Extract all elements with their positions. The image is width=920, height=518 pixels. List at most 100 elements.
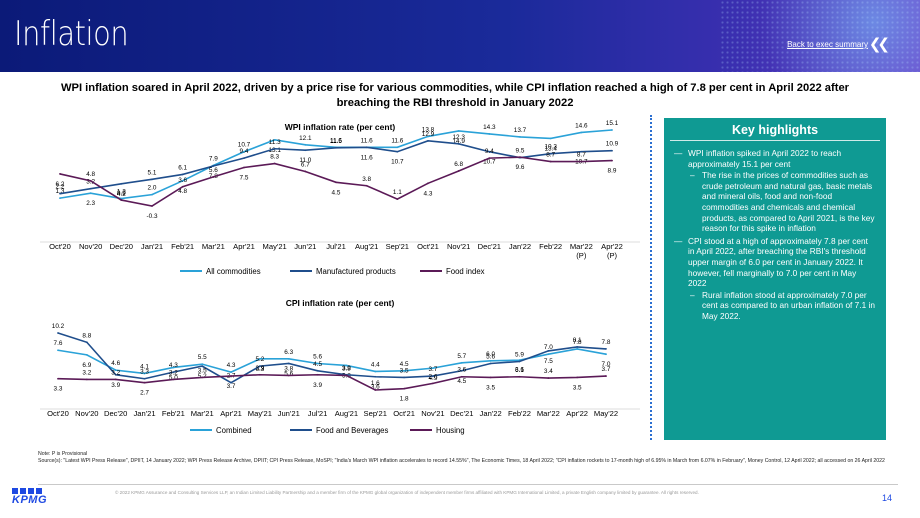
data-point [427, 135, 429, 138]
data-label: 8.3 [270, 154, 279, 161]
data-label: 3.9 [313, 382, 322, 389]
data-label: 2.7 [140, 390, 149, 397]
legend-label: Manufactured products [316, 267, 396, 276]
data-point [547, 349, 550, 352]
x-tick-label: Mar'21 [202, 242, 225, 251]
data-point [273, 138, 276, 141]
data-label: 4.6 [111, 360, 120, 367]
x-tick-label: Jan'21 [141, 242, 163, 251]
data-point [580, 131, 583, 134]
kpmg-logo: KPMG [12, 494, 47, 506]
data-label: 13.4 [544, 145, 557, 152]
footer-divider [38, 484, 898, 485]
x-tick-label: Mar'21 [191, 409, 214, 418]
data-point [374, 370, 377, 373]
x-tick-label: May'21 [263, 242, 287, 251]
data-point [59, 197, 61, 200]
page-number: 14 [881, 493, 892, 503]
data-label: 9.6 [516, 164, 525, 171]
data-label: 2.6 [429, 373, 438, 380]
data-point [576, 346, 579, 348]
data-point [374, 375, 377, 378]
data-label: 12.1 [299, 135, 312, 142]
data-point [57, 332, 59, 334]
data-label: 5.6 [209, 167, 218, 174]
back-to-exec-summary-link[interactable]: Back to exec summary [787, 40, 868, 49]
data-point [427, 139, 429, 142]
data-label: 5.7 [457, 353, 466, 360]
x-tick-label: Oct'20 [49, 242, 71, 251]
double-chevron-left-icon[interactable]: ❮❮ [868, 36, 890, 53]
x-tick-label: Jul'21 [326, 242, 346, 251]
x-tick-label: Jan'22 [480, 409, 502, 418]
x-tick-label: Apr'21 [233, 242, 255, 251]
data-point [580, 160, 583, 163]
series-line-1 [59, 140, 613, 195]
data-label: 5.0 [169, 374, 178, 381]
data-point [396, 146, 399, 149]
data-label: 10.7 [483, 159, 496, 166]
data-point [547, 353, 550, 356]
data-label: 4.8 [178, 188, 187, 195]
data-point [403, 387, 406, 390]
x-tick-label: Oct'21 [393, 409, 415, 418]
x-tick-label: Nov'21 [447, 242, 470, 251]
data-label: 8.8 [82, 332, 91, 339]
data-point [258, 357, 261, 360]
data-label: 3.5 [198, 367, 207, 374]
x-tick-label: Oct'21 [417, 242, 439, 251]
data-label: 1.2 [117, 189, 126, 196]
data-point [365, 146, 368, 149]
data-point [335, 146, 337, 149]
data-label: 11.3 [269, 139, 281, 146]
data-point [605, 375, 607, 377]
x-tick-label: Sep'21 [364, 409, 387, 418]
header-dot-pattern [720, 0, 920, 72]
x-tick-label: Feb'22 [539, 242, 562, 251]
data-point [427, 182, 429, 185]
data-point [57, 377, 59, 380]
data-label: 3.7 [227, 383, 236, 390]
x-tick-label: Sep'21 [386, 242, 409, 251]
data-label: 7.0 [602, 361, 611, 368]
data-point [287, 357, 290, 360]
data-label: 3.6 [178, 177, 187, 184]
data-point [114, 369, 117, 372]
data-point [345, 374, 348, 377]
data-point [576, 376, 579, 379]
data-label: 4.2 [117, 191, 126, 198]
data-label: 4.3 [169, 362, 178, 369]
data-point [316, 362, 319, 365]
data-label: 6.1 [515, 367, 524, 374]
data-label: 10.2 [52, 323, 65, 330]
data-label: 7.5 [544, 358, 553, 365]
x-tick-label: Jan'22 [509, 242, 531, 251]
data-point [457, 142, 460, 145]
data-label: 5.2 [255, 356, 264, 363]
x-tick-label: Nov'20 [75, 409, 98, 418]
data-label: 3.7 [429, 366, 438, 373]
data-point [611, 129, 613, 131]
data-point [201, 365, 204, 368]
data-label: 4.1 [140, 363, 149, 370]
data-point [403, 376, 406, 379]
notes-and-sources: Note: P is Provisional Source(s): "Lates… [38, 451, 898, 464]
data-label: 4.5 [457, 378, 466, 385]
data-label: 14.3 [483, 124, 496, 131]
data-label: 3.6 [457, 367, 466, 374]
data-point [59, 173, 61, 175]
data-point [519, 136, 521, 138]
data-point [287, 374, 290, 377]
data-label: 10.3 [544, 144, 557, 151]
data-point [143, 377, 146, 380]
x-tick-label: Dec'20 [110, 242, 133, 251]
data-label: 3.7 [602, 366, 611, 373]
data-label: 7.9 [209, 156, 218, 163]
key-highlights-panel: Key highlights — WPI inflation spiked in… [664, 118, 886, 440]
data-point [518, 375, 521, 378]
data-point [85, 341, 88, 344]
data-point [114, 373, 117, 376]
data-point [89, 179, 92, 182]
data-label: 3.6 [371, 384, 380, 391]
data-point [605, 348, 607, 350]
